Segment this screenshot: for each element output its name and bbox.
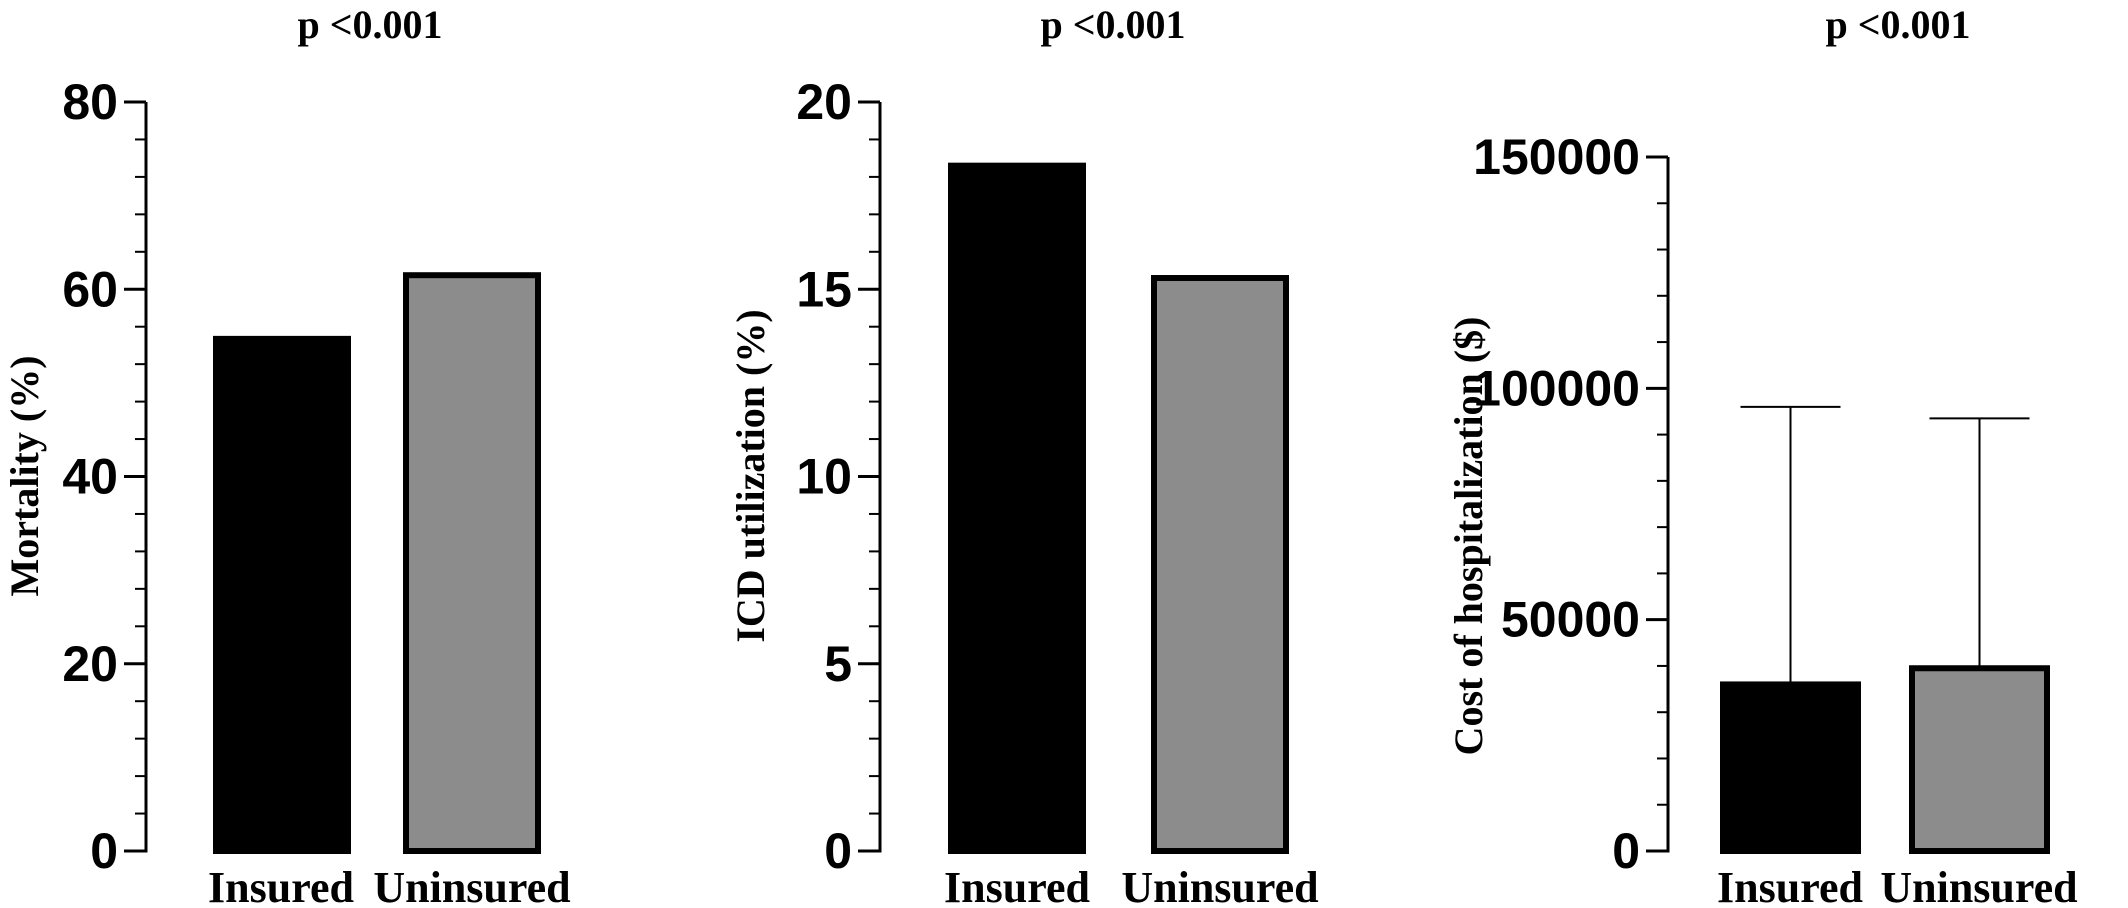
cost-y-tick-label: 0 <box>1612 823 1640 879</box>
mortality-bar-insured <box>213 335 351 854</box>
cost-y-tick-label: 100000 <box>1473 360 1640 416</box>
icd-y-tick-label: 5 <box>824 636 852 692</box>
mortality-y-tick-label: 60 <box>62 261 118 317</box>
mortality-bar-uninsured <box>403 272 541 854</box>
cost-bars <box>1720 405 2050 854</box>
mortality-bars <box>213 272 541 854</box>
mortality-p-value: p <0.001 <box>297 2 442 47</box>
icd-y-tick-label: 20 <box>796 74 852 130</box>
mortality-x-axis-labels: Insured Uninsured <box>208 863 571 908</box>
cost-x-tick-label: Uninsured <box>1880 863 2077 908</box>
icd-bar-uninsured <box>1151 275 1289 854</box>
mortality-y-axis: 0 20 40 60 80 <box>62 74 148 879</box>
cost-y-axis-label: Cost of hospitalization ($) <box>1446 317 1491 756</box>
icd-y-axis-label: ICD utilization (%) <box>728 309 773 642</box>
cost-y-axis: 0 50000 100000 150000 <box>1473 129 1670 879</box>
icd-y-tick-label: 15 <box>796 261 852 317</box>
cost-bar-uninsured <box>1909 665 2050 854</box>
icd-y-tick-label: 10 <box>796 449 852 505</box>
cost-x-axis-labels: Insured Uninsured <box>1717 863 2078 908</box>
mortality-y-tick-label: 0 <box>90 823 118 879</box>
mortality-y-tick-label: 80 <box>62 74 118 130</box>
cost-y-tick-label: 150000 <box>1473 129 1640 185</box>
icd-y-axis: 0 5 10 15 20 <box>796 74 882 879</box>
cost-bar-insured <box>1720 681 1861 854</box>
cost-y-tick-label: 50000 <box>1501 592 1640 648</box>
icd-bars <box>948 162 1289 855</box>
mortality-y-tick-label: 40 <box>62 449 118 505</box>
mortality-chart-panel: p <0.001 Mortality (%) 0 20 40 60 80 Insured… <box>2 2 571 908</box>
icd-x-tick-label: Uninsured <box>1121 863 1318 908</box>
cost-chart-panel: p <0.001 Cost of hospitalization ($) 0 50… <box>1446 2 2078 908</box>
icd-utilization-chart-panel: p <0.001 ICD utilization (%) 0 5 10 15 20 In… <box>728 2 1319 908</box>
mortality-y-axis-label: Mortality (%) <box>2 355 47 596</box>
cost-x-tick-label: Insured <box>1717 863 1863 908</box>
icd-x-tick-label: Insured <box>944 863 1090 908</box>
icd-y-tick-label: 0 <box>824 823 852 879</box>
icd-x-axis-labels: Insured Uninsured <box>944 863 1319 908</box>
mortality-y-tick-label: 20 <box>62 636 118 692</box>
icd-bar-insured <box>948 162 1086 855</box>
mortality-x-tick-label: Insured <box>208 863 354 908</box>
icd-p-value: p <0.001 <box>1040 2 1185 47</box>
cost-p-value: p <0.001 <box>1825 2 1970 47</box>
mortality-x-tick-label: Uninsured <box>373 863 570 908</box>
